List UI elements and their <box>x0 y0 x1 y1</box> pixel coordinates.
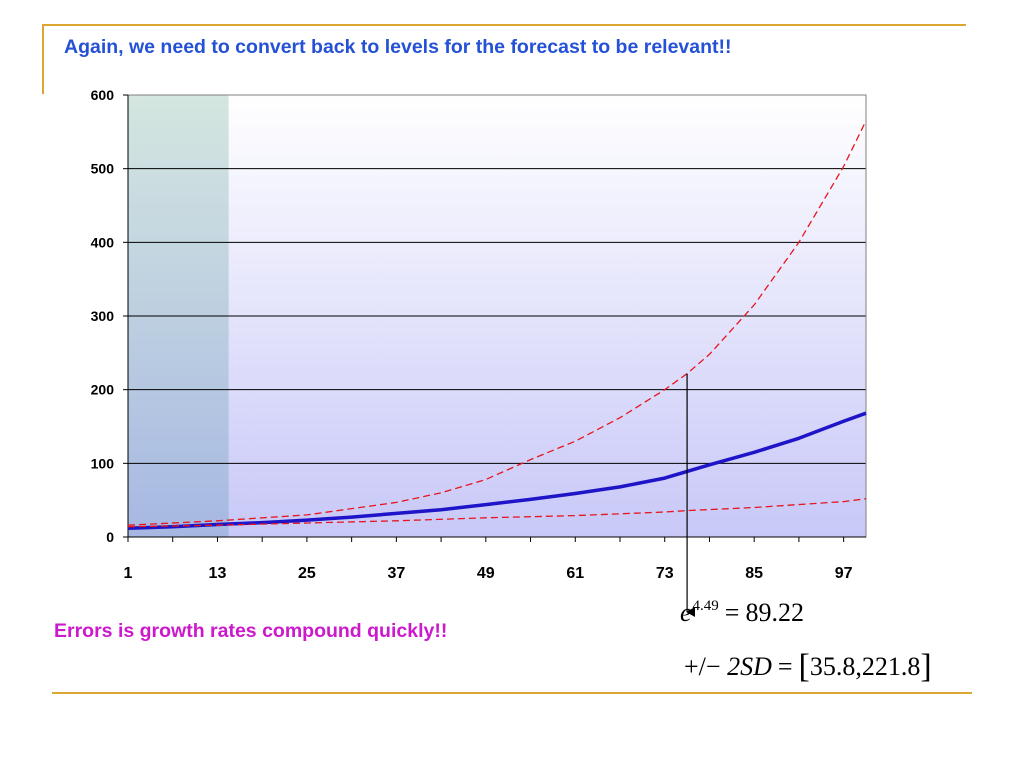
exp-exponent: 4.49 <box>692 598 719 614</box>
x-axis-ticks: 1 13 25 37 49 61 73 85 97 <box>124 537 853 582</box>
x-tick-label: 49 <box>477 565 495 582</box>
y-tick-label: 600 <box>91 87 115 103</box>
equals-sign-2: = <box>777 652 793 681</box>
left-rule <box>42 24 44 94</box>
interval-equation: +/− 2SD = [35.8,221.8] <box>684 648 932 686</box>
y-tick-label: 200 <box>91 382 115 398</box>
interval-values: 35.8,221.8 <box>809 652 921 681</box>
top-rule <box>42 24 966 26</box>
x-tick-label: 85 <box>745 565 763 582</box>
y-tick-label: 0 <box>106 529 114 545</box>
x-tick-label: 97 <box>835 565 853 582</box>
two-sd: 2SD <box>727 652 772 681</box>
series-lines <box>127 120 867 530</box>
growth-error-note: Errors is growth rates compound quickly!… <box>54 620 448 642</box>
plus-minus: +/− <box>684 652 721 681</box>
exp-base: e <box>680 598 692 627</box>
x-tick-label: 73 <box>656 565 674 582</box>
y-tick-label: 400 <box>91 234 115 250</box>
close-bracket: ] <box>920 648 932 685</box>
x-tick-label: 1 <box>124 565 133 582</box>
slide-title: Again, we need to convert back to levels… <box>64 36 732 58</box>
x-tick-label: 61 <box>566 565 584 582</box>
y-tick-label: 300 <box>91 308 115 324</box>
equals-sign: = <box>724 598 740 627</box>
bottom-rule <box>52 692 972 694</box>
x-tick-label: 13 <box>209 565 227 582</box>
exp-forecast-equation: e4.49 = 89.22 <box>680 598 804 628</box>
forecast-line <box>127 411 867 530</box>
open-bracket: [ <box>798 648 810 685</box>
band-line-2 <box>127 498 867 528</box>
y-tick-label: 100 <box>91 455 115 471</box>
forecast-value: 89.22 <box>745 598 804 627</box>
y-tick-label: 500 <box>91 161 115 177</box>
x-tick-label: 25 <box>298 565 316 582</box>
x-tick-label: 37 <box>387 565 405 582</box>
gridlines <box>128 168 866 464</box>
band-line-1 <box>127 120 867 526</box>
y-axis-ticks: 0 100 200 300 400 500 600 <box>91 87 128 545</box>
